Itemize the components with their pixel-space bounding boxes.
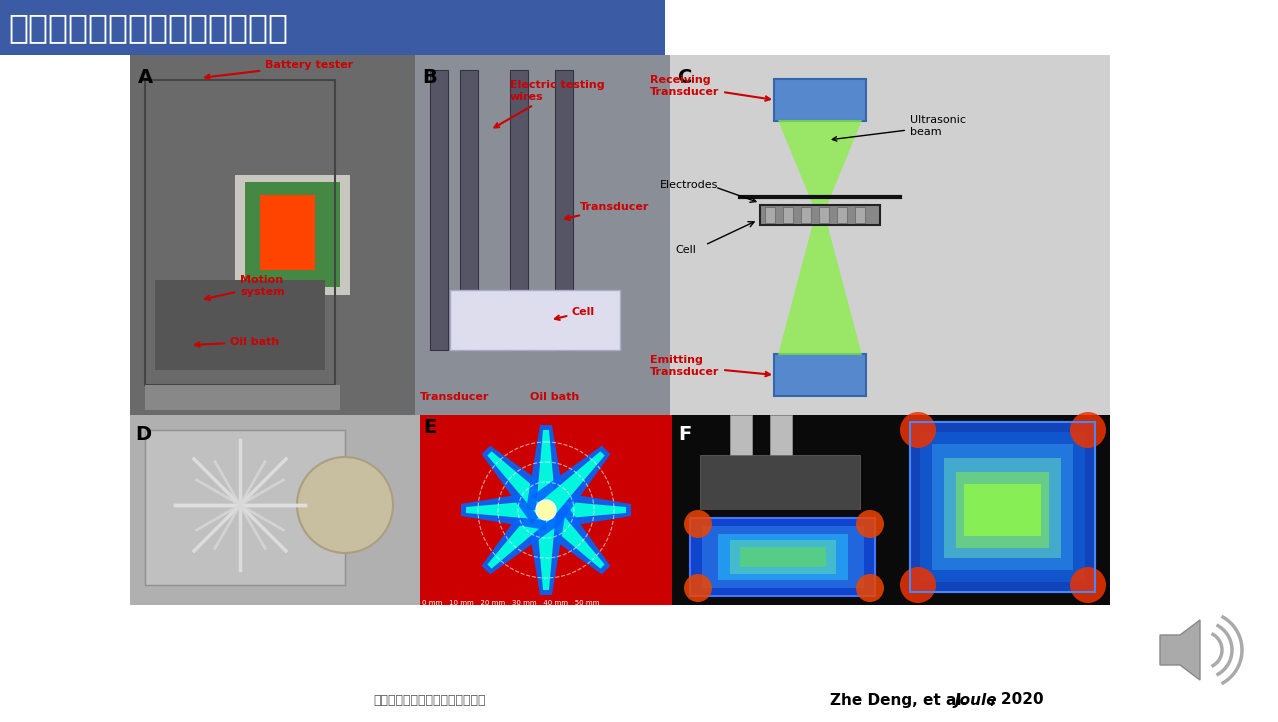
Text: C: C bbox=[679, 68, 693, 87]
Text: Oil bath: Oil bath bbox=[530, 392, 579, 402]
Text: Receiving
Transducer: Receiving Transducer bbox=[651, 75, 769, 101]
Circle shape bbox=[856, 510, 884, 538]
Text: , 2020: , 2020 bbox=[990, 692, 1044, 708]
Circle shape bbox=[296, 457, 394, 553]
Bar bbox=[144, 385, 340, 410]
Polygon shape bbox=[1160, 620, 1200, 680]
Bar bbox=[801, 207, 812, 223]
Bar bbox=[920, 432, 1085, 582]
Text: Cell: Cell bbox=[555, 307, 596, 320]
Text: Joule: Joule bbox=[955, 692, 998, 708]
Text: D: D bbox=[135, 425, 151, 444]
Bar bbox=[855, 207, 865, 223]
Bar bbox=[900, 415, 1111, 605]
Bar bbox=[259, 195, 314, 270]
Circle shape bbox=[1070, 412, 1105, 448]
Bar bbox=[944, 458, 1061, 558]
Polygon shape bbox=[535, 430, 556, 510]
Bar bbox=[910, 422, 1095, 592]
Bar bbox=[144, 80, 335, 385]
Bar bbox=[130, 415, 420, 605]
Text: Emitting
Transducer: Emitting Transducer bbox=[651, 355, 769, 377]
Text: A: A bbox=[138, 68, 153, 87]
Text: Zhe Deng, et al.: Zhe Deng, et al. bbox=[829, 692, 973, 708]
Polygon shape bbox=[461, 490, 546, 530]
Text: 实验室超声检测装置与工作原理: 实验室超声检测装置与工作原理 bbox=[8, 12, 288, 45]
Polygon shape bbox=[546, 490, 631, 530]
Bar bbox=[510, 70, 528, 350]
FancyBboxPatch shape bbox=[774, 79, 866, 121]
Text: Electrodes: Electrodes bbox=[659, 180, 718, 190]
Bar bbox=[771, 415, 792, 475]
Bar bbox=[730, 415, 751, 475]
Circle shape bbox=[900, 412, 935, 448]
Bar bbox=[245, 182, 340, 287]
Polygon shape bbox=[539, 503, 604, 569]
Bar bbox=[555, 70, 573, 350]
Bar bbox=[964, 484, 1042, 536]
Polygon shape bbox=[539, 451, 604, 517]
Bar bbox=[910, 422, 1095, 592]
Circle shape bbox=[535, 500, 556, 520]
Bar bbox=[932, 444, 1074, 570]
Bar bbox=[429, 70, 449, 350]
Polygon shape bbox=[487, 451, 553, 517]
Circle shape bbox=[1070, 567, 1105, 603]
Circle shape bbox=[684, 574, 712, 602]
Text: Battery tester: Battery tester bbox=[204, 60, 353, 79]
Polygon shape bbox=[532, 496, 611, 574]
Circle shape bbox=[900, 567, 935, 603]
Bar bbox=[670, 55, 1111, 415]
Bar bbox=[0, 0, 665, 55]
Bar bbox=[760, 205, 881, 225]
Polygon shape bbox=[487, 503, 553, 569]
Bar bbox=[460, 70, 478, 350]
Bar bbox=[718, 534, 849, 580]
Polygon shape bbox=[532, 445, 611, 524]
Text: B: B bbox=[422, 68, 437, 87]
Polygon shape bbox=[535, 510, 556, 590]
Text: Oil bath: Oil bath bbox=[196, 337, 280, 347]
Bar bbox=[956, 472, 1049, 548]
Polygon shape bbox=[546, 500, 626, 520]
Text: E: E bbox=[423, 418, 436, 437]
Text: F: F bbox=[679, 425, 691, 444]
Bar bbox=[420, 415, 672, 605]
Text: Transducer: Transducer bbox=[565, 202, 649, 220]
Polygon shape bbox=[778, 120, 861, 355]
Bar bbox=[450, 290, 620, 350]
Bar bbox=[130, 55, 415, 415]
Bar bbox=[766, 207, 774, 223]
Bar bbox=[700, 455, 860, 510]
Bar bbox=[155, 280, 325, 370]
Bar bbox=[783, 207, 794, 223]
Bar bbox=[690, 518, 875, 596]
Polygon shape bbox=[482, 496, 560, 574]
Circle shape bbox=[856, 574, 884, 602]
Bar bbox=[144, 430, 345, 585]
Text: Ultrasonic
beam: Ultrasonic beam bbox=[832, 116, 966, 141]
Bar bbox=[672, 415, 900, 510]
Bar bbox=[740, 547, 826, 567]
FancyBboxPatch shape bbox=[774, 354, 866, 396]
Bar bbox=[415, 55, 670, 415]
Text: Electric testing
wires: Electric testing wires bbox=[495, 80, 604, 128]
Bar bbox=[837, 207, 847, 223]
Polygon shape bbox=[527, 510, 566, 595]
Circle shape bbox=[684, 510, 712, 538]
Text: Transducer: Transducer bbox=[420, 392, 489, 402]
Polygon shape bbox=[482, 445, 560, 524]
Text: 中国电工技术学会新媒体平台发布: 中国电工技术学会新媒体平台发布 bbox=[373, 694, 486, 707]
Text: 0 mm   10 mm   20 mm   30 mm   40 mm   50 mm: 0 mm 10 mm 20 mm 30 mm 40 mm 50 mm bbox=[422, 600, 599, 606]
Polygon shape bbox=[466, 500, 546, 520]
Text: Motion
system: Motion system bbox=[204, 275, 285, 300]
Bar bbox=[235, 175, 350, 295]
Text: Cell: Cell bbox=[675, 245, 697, 255]
Bar bbox=[702, 526, 864, 588]
Bar bbox=[672, 510, 900, 605]
Bar bbox=[730, 540, 836, 574]
Bar bbox=[819, 207, 829, 223]
Polygon shape bbox=[527, 425, 566, 510]
